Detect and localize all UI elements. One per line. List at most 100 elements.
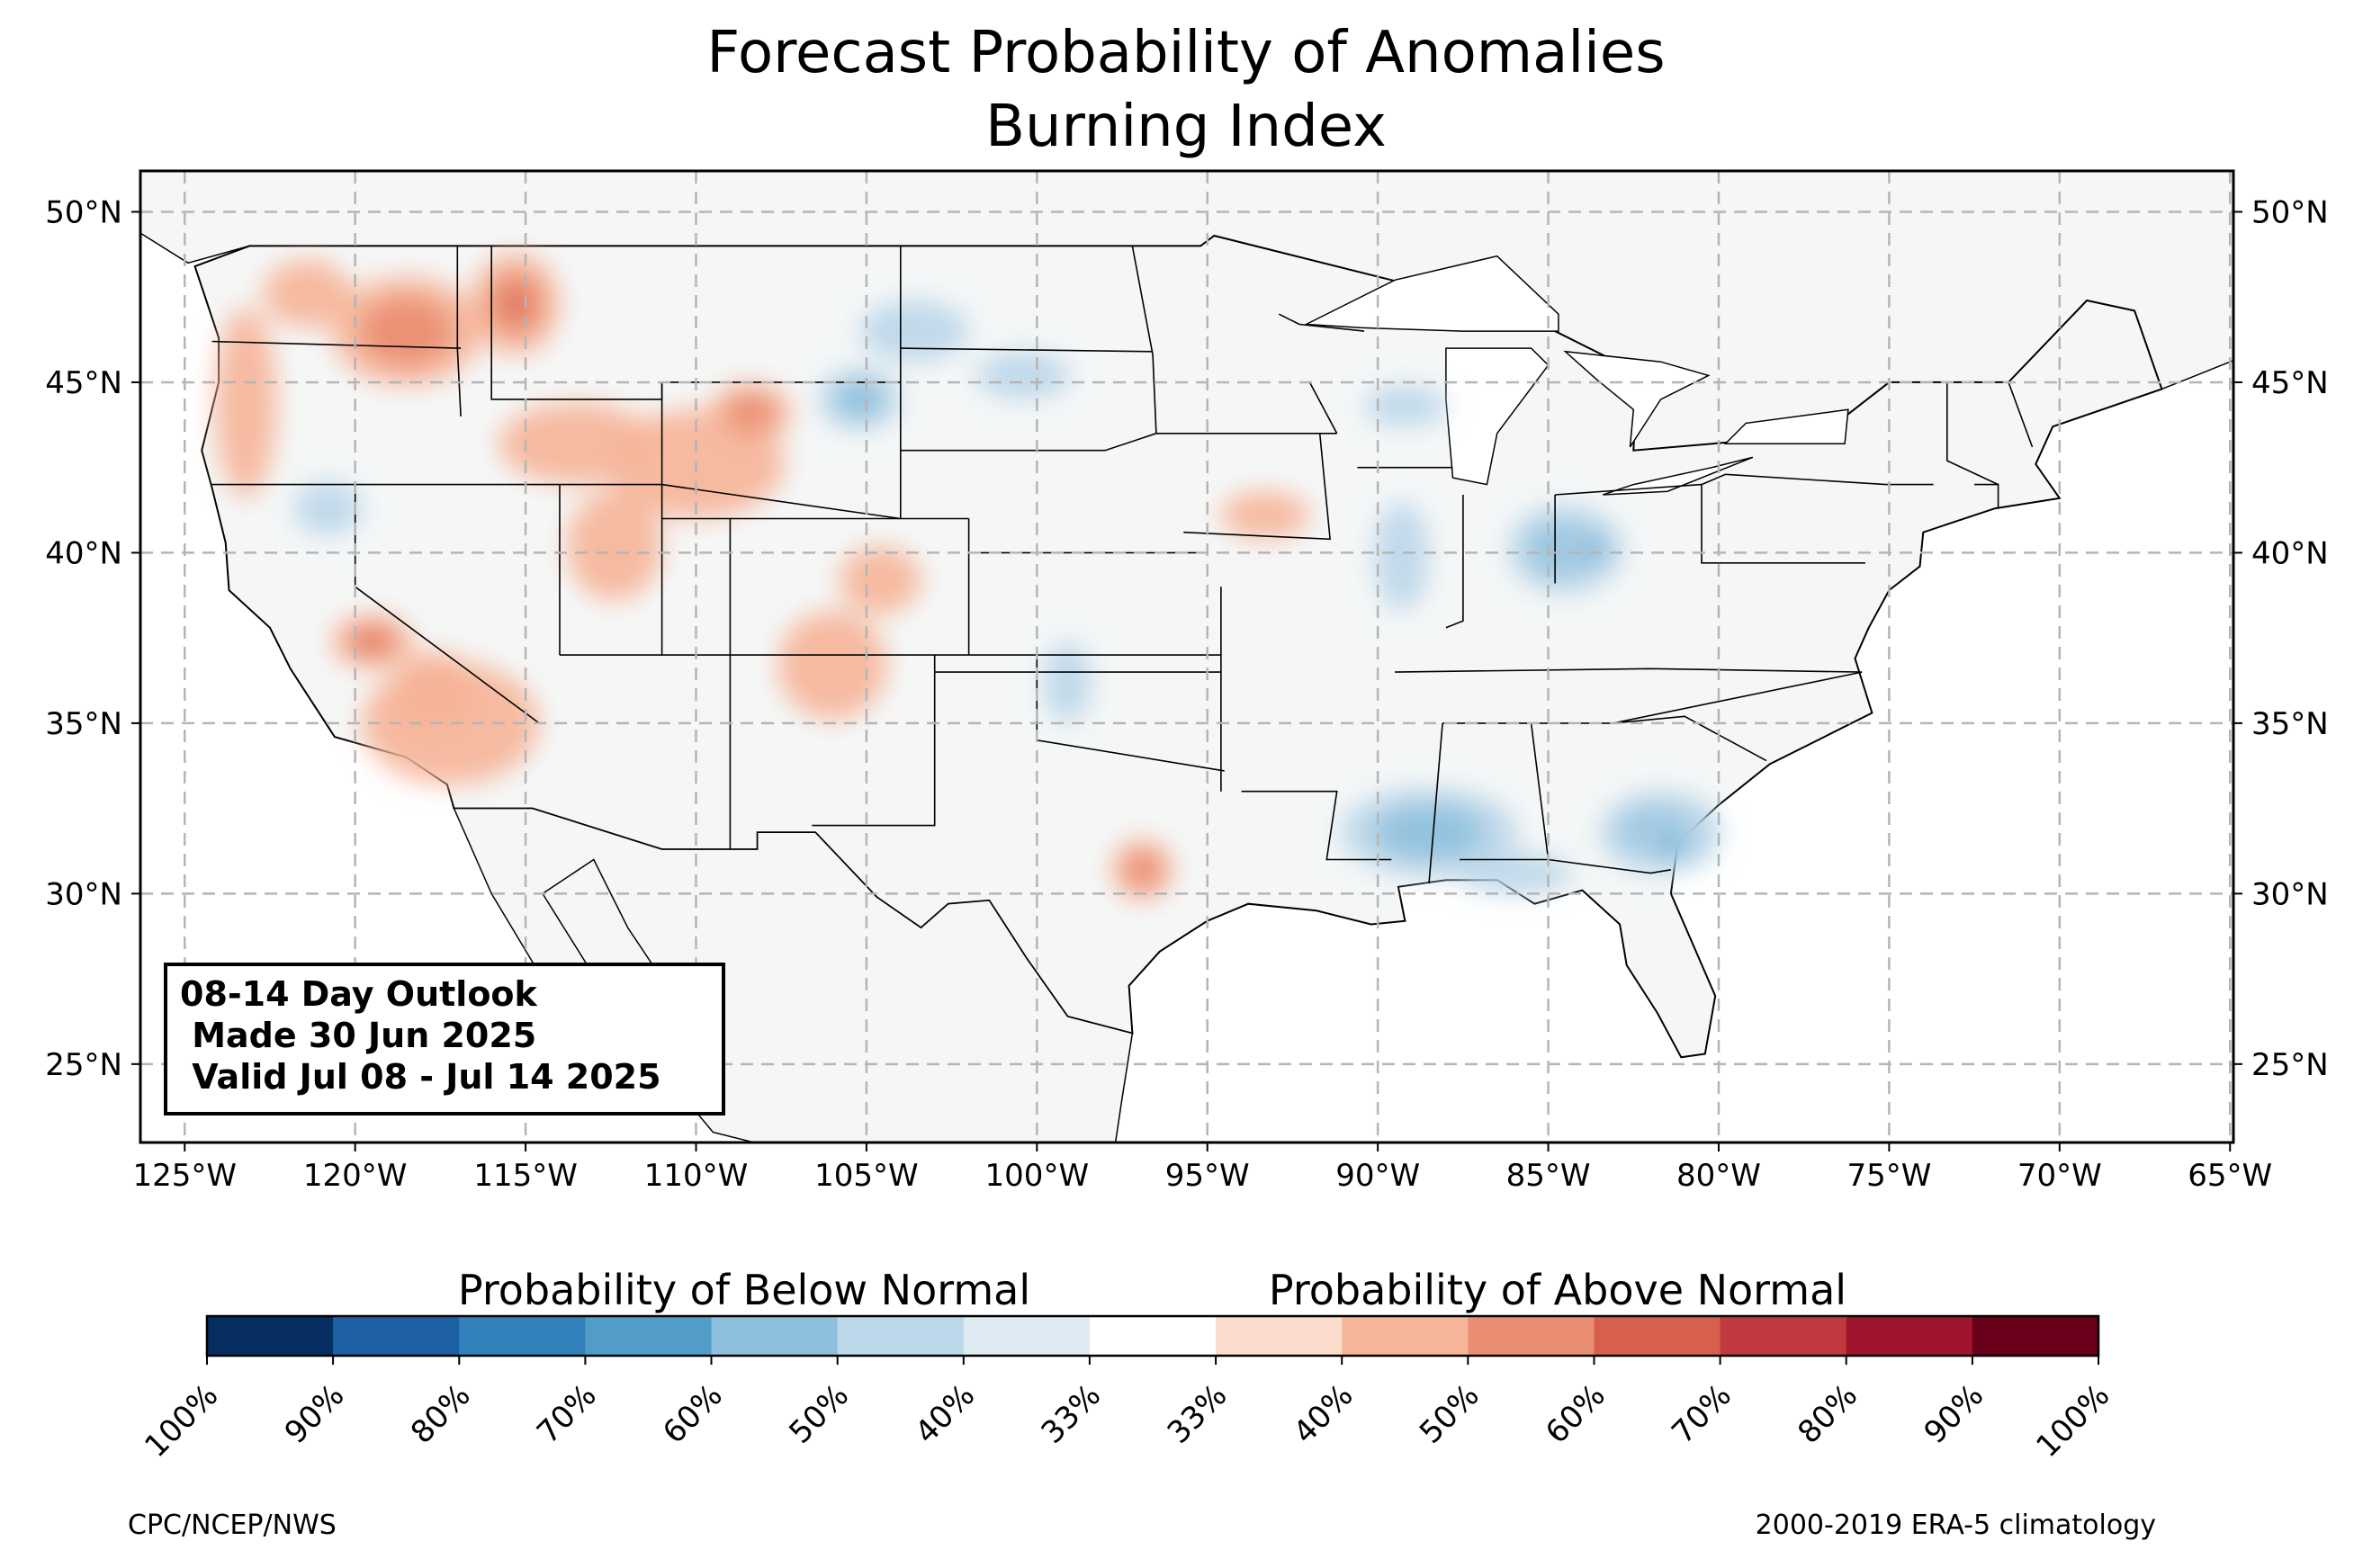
- state-border: [211, 340, 462, 349]
- below-normal-anomaly-area: [834, 380, 885, 418]
- colorbar-swatch: [207, 1316, 334, 1356]
- state-border: [1555, 483, 1703, 496]
- colorbar-swatch: [585, 1316, 713, 1356]
- great-lakes: [1303, 255, 1849, 496]
- anomaly-shading: [215, 252, 1722, 900]
- above-normal-anomaly-area: [263, 259, 352, 328]
- below-normal-anomaly-area: [859, 300, 969, 363]
- colorbar-tick-label: 40%: [908, 1377, 982, 1451]
- state-border: [1395, 668, 1863, 673]
- colorbar-swatch: [333, 1316, 460, 1356]
- map-frame: [139, 169, 2235, 1144]
- lon-tick-label: 65°W: [2188, 1158, 2272, 1194]
- below-normal-anomaly-area: [1363, 385, 1446, 427]
- map-title-line2: Burning Index: [985, 94, 1387, 160]
- below-normal-anomaly-area: [1043, 641, 1092, 723]
- colorbar-tick-label: 50%: [1413, 1377, 1487, 1451]
- colorbar-tick-label: 60%: [656, 1377, 730, 1451]
- above-normal-anomaly-area: [504, 291, 526, 317]
- state-border: [1701, 484, 1865, 564]
- state-border: [1974, 483, 1999, 509]
- above-normal-anomaly-area: [362, 634, 382, 649]
- footer-source: CPC/NCEP/NWS: [128, 1510, 337, 1541]
- above-normal-anomaly-area: [566, 491, 662, 601]
- below-normal-anomaly-area: [1373, 804, 1485, 860]
- colorbar-tick-label: 80%: [1791, 1377, 1864, 1451]
- outlook-box: 08-14 Day Outlook Made 30 Jun 2025 Valid…: [164, 963, 725, 1116]
- colorbar-tick-label: 80%: [404, 1377, 478, 1451]
- above-normal-anomaly-area: [1123, 850, 1162, 889]
- lon-tick-label: 90°W: [1335, 1158, 1420, 1194]
- state-border: [1613, 715, 1767, 762]
- colorbar-tick-label: 33%: [1035, 1377, 1109, 1451]
- lat-tick-label-left: 30°N: [45, 876, 122, 912]
- below-normal-anomaly-area: [1456, 852, 1573, 894]
- state-border: [1548, 858, 1672, 874]
- colorbar-swatch: [459, 1316, 586, 1356]
- colorbar-tick-label: 40%: [1287, 1377, 1361, 1451]
- longitude-ticks: 125°W 120°W 115°W 110°W 105°W 100°W 95°W 90°W 85…: [132, 1142, 2272, 1194]
- lon-tick-label: 120°W: [303, 1158, 408, 1194]
- above-normal-anomaly-area: [1220, 491, 1310, 540]
- outlook-valid-dates: Valid Jul 08 - Jul 14 2025: [180, 1057, 661, 1097]
- state-border: [1183, 433, 1331, 541]
- below-normal-anomaly-area: [293, 480, 363, 536]
- colorbar-tick-label: 100%: [138, 1377, 225, 1465]
- lon-tick-label: 75°W: [1846, 1158, 1931, 1194]
- lat-tick-label-left: 50°N: [45, 194, 122, 230]
- outlook-period: 08-14 Day Outlook: [180, 974, 538, 1014]
- lon-tick-label: 115°W: [473, 1158, 578, 1194]
- colorbar-tick-label: 70%: [1665, 1377, 1739, 1451]
- colorbar-tick-label: 100%: [2029, 1377, 2116, 1465]
- above-normal-anomaly-area: [359, 297, 454, 365]
- lat-tick-label-left: 25°N: [45, 1047, 122, 1083]
- above-normal-anomaly-area: [724, 393, 777, 433]
- colorbar-outline: [205, 1314, 2100, 1357]
- colorbar-tick-label: 90%: [1918, 1377, 1991, 1451]
- lat-tick-label-left: 45°N: [45, 365, 122, 401]
- lon-tick-label: 100°W: [985, 1158, 1090, 1194]
- state-border: [1946, 381, 1999, 486]
- lon-tick-label: 85°W: [1506, 1158, 1591, 1194]
- colorbar-swatch: [1342, 1316, 1469, 1356]
- lon-tick-label: 80°W: [1676, 1158, 1761, 1194]
- lat-tick-label-right: 25°N: [2251, 1047, 2329, 1083]
- outlook-made-date: Made 30 Jun 2025: [180, 1016, 536, 1055]
- state-borders: [211, 246, 2034, 884]
- latitude-ticks: 25°N 25°N 30°N 30°N 35°N 35°N 40°N 40°N 45°N 45°N…: [45, 194, 2328, 1082]
- colorbar-below-label: Probability of Below Normal: [458, 1266, 1030, 1314]
- colorbar-swatch: [963, 1316, 1091, 1356]
- colorbar-swatch: [1846, 1316, 1973, 1356]
- lon-tick-label: 95°W: [1165, 1158, 1250, 1194]
- lat-tick-label-right: 45°N: [2251, 365, 2329, 401]
- map-title-line1: Forecast Probability of Anomalies: [706, 20, 1665, 86]
- state-border: [812, 655, 936, 827]
- colorbar-swatch: [837, 1316, 965, 1356]
- state-border: [1445, 495, 1464, 629]
- colorbar-swatch: [1468, 1316, 1595, 1356]
- lat-tick-label-right: 35°N: [2251, 706, 2329, 742]
- state-border: [1308, 381, 1338, 435]
- lat-tick-label-right: 30°N: [2251, 876, 2329, 912]
- below-normal-anomaly-area: [975, 351, 1072, 399]
- footer-climatology: 2000-2019 ERA-5 climatology: [1756, 1510, 2156, 1541]
- state-border: [1241, 790, 1392, 861]
- lon-tick-label: 125°W: [132, 1158, 237, 1194]
- colorbar-swatch: [1594, 1316, 1721, 1356]
- colorbar-swatch: [1216, 1316, 1343, 1356]
- state-border: [1278, 313, 1365, 332]
- below-normal-anomaly-area: [1663, 836, 1679, 849]
- lat-tick-label-right: 40°N: [2251, 535, 2329, 571]
- state-border: [900, 347, 1154, 353]
- state-border: [2008, 381, 2034, 448]
- lat-tick-label-right: 50°N: [2251, 194, 2329, 230]
- colorbar-tick-label: 90%: [278, 1377, 352, 1451]
- above-normal-anomaly-area: [215, 307, 277, 498]
- lat-tick-label-left: 40°N: [45, 535, 122, 571]
- below-normal-anomaly-area: [1374, 501, 1429, 611]
- colorbar-swatch: [711, 1316, 839, 1356]
- above-normal-anomaly-area: [839, 545, 921, 614]
- colorbar-tick-label: 70%: [530, 1377, 604, 1451]
- lon-tick-label: 105°W: [814, 1158, 919, 1194]
